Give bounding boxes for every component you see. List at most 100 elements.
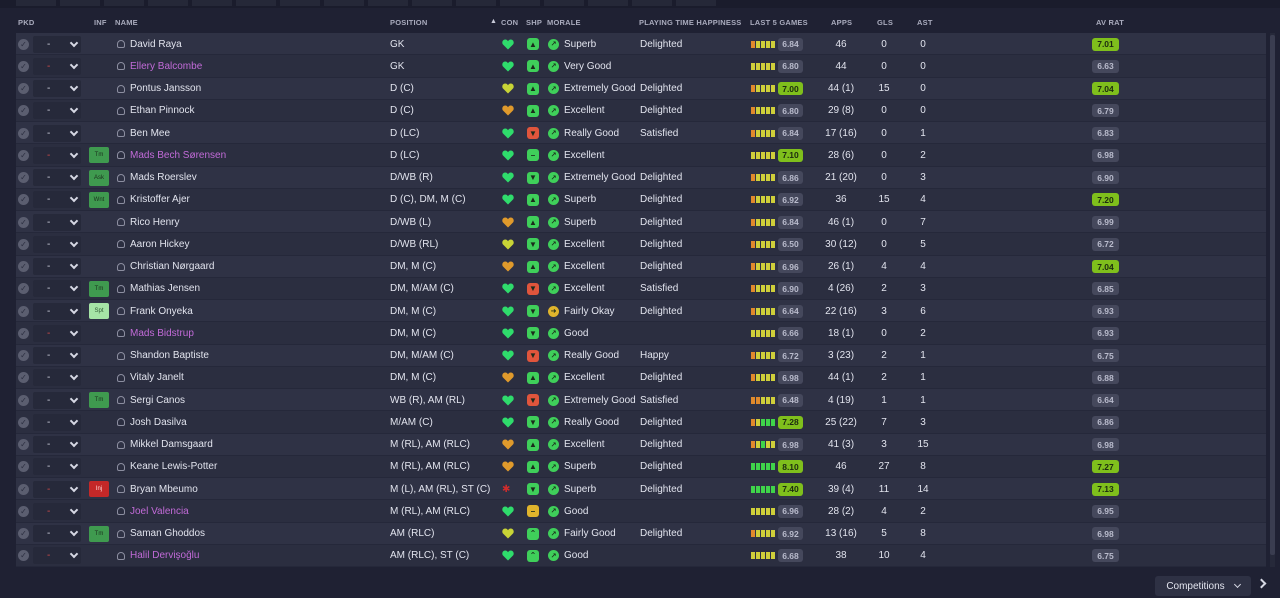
player-name-link[interactable]: Josh Dasilva <box>130 416 187 428</box>
check-circle-icon[interactable]: ✓ <box>18 172 29 183</box>
top-tab[interactable] <box>368 0 408 6</box>
pkd-selector[interactable]: - <box>33 436 81 453</box>
top-tab[interactable] <box>544 0 584 6</box>
player-name-link[interactable]: Mathias Jensen <box>130 283 201 295</box>
pkd-selector[interactable]: - <box>33 347 81 364</box>
pkd-selector[interactable]: - <box>33 35 81 53</box>
top-tab[interactable] <box>60 0 100 6</box>
top-tab[interactable] <box>456 0 496 6</box>
table-row[interactable]: ✓ - Josh Dasilva M/AM (C) ▼ ↗ Really Good Delig… <box>16 411 1266 434</box>
player-name-link[interactable]: Mads Bidstrup <box>130 327 194 339</box>
check-circle-icon[interactable]: ✓ <box>18 483 29 495</box>
check-circle-icon[interactable]: ✓ <box>18 439 29 450</box>
top-tab[interactable] <box>104 0 144 6</box>
top-tab[interactable] <box>324 0 364 6</box>
pkd-selector[interactable]: - <box>33 102 81 120</box>
player-name-link[interactable]: Ellery Balcombe <box>130 60 203 72</box>
top-tab[interactable] <box>192 0 232 6</box>
player-name-link[interactable]: Vitaly Janelt <box>130 372 184 384</box>
pkd-selector[interactable]: - <box>33 258 81 275</box>
top-tab[interactable] <box>588 0 628 6</box>
pkd-selector[interactable]: - <box>33 413 81 431</box>
table-row[interactable]: ✓ - Ask Mads Roerslev D/WB (R) ▼ ↗ Extremely Go… <box>16 166 1266 189</box>
pkd-selector[interactable]: - <box>33 525 81 542</box>
player-name-link[interactable]: Ben Mee <box>130 127 171 139</box>
check-circle-icon[interactable]: ✓ <box>18 416 29 428</box>
col-header-pkd[interactable]: PKD <box>18 18 35 27</box>
player-name-link[interactable]: Mads Bech Sørensen <box>130 149 227 161</box>
check-circle-icon[interactable]: ✓ <box>18 394 29 406</box>
check-circle-icon[interactable]: ✓ <box>18 194 29 206</box>
check-circle-icon[interactable]: ✓ <box>18 505 29 517</box>
pkd-selector[interactable]: - <box>33 324 81 342</box>
table-row[interactable]: ✓ - Wnt Kristoffer Ajer D (C), DM, M (C) ▲ ↗ Su… <box>16 189 1266 211</box>
pkd-selector[interactable]: - <box>33 547 81 565</box>
table-row[interactable]: ✓ - Spt Frank Onyeka DM, M (C) ▼ ➜ Fairly Okay D… <box>16 300 1266 323</box>
check-circle-icon[interactable]: ✓ <box>18 149 29 161</box>
player-name-link[interactable]: Keane Lewis-Potter <box>130 461 218 473</box>
player-name-link[interactable]: Joel Valencia <box>130 505 189 517</box>
pkd-selector[interactable]: - <box>33 369 81 387</box>
pkd-selector[interactable]: - <box>33 146 81 164</box>
table-row[interactable]: ✓ - Tm Saman Ghoddos AM (RLC) ⌃ ↗ Fairly Good De… <box>16 522 1266 545</box>
check-circle-icon[interactable]: ✓ <box>18 261 29 272</box>
player-name-link[interactable]: Rico Henry <box>130 216 180 228</box>
pkd-selector[interactable]: - <box>33 391 81 409</box>
table-row[interactable]: ✓ - Pontus Jansson D (C) ▲ ↗ Extremely Good Del… <box>16 77 1266 100</box>
player-name-link[interactable]: Sergi Canos <box>130 394 186 406</box>
table-row[interactable]: ✓ - Halil Dervişoğlu AM (RLC), ST (C) ⌃ ↗ Good… <box>16 545 1266 567</box>
pkd-selector[interactable]: - <box>33 57 81 75</box>
check-circle-icon[interactable]: ✓ <box>18 105 29 117</box>
check-circle-icon[interactable]: ✓ <box>18 305 29 317</box>
check-circle-icon[interactable]: ✓ <box>18 238 29 250</box>
col-header-ast[interactable]: AST <box>917 18 933 27</box>
check-circle-icon[interactable]: ✓ <box>18 283 29 295</box>
player-name-link[interactable]: Aaron Hickey <box>130 238 190 250</box>
player-name-link[interactable]: David Raya <box>130 38 182 50</box>
check-circle-icon[interactable]: ✓ <box>18 528 29 539</box>
competitions-button[interactable]: Competitions <box>1155 576 1251 596</box>
player-name-link[interactable]: Frank Onyeka <box>130 305 193 317</box>
col-header-apps[interactable]: APPS <box>831 18 853 27</box>
table-row[interactable]: ✓ - Ethan Pinnock D (C) ▲ ↗ Excellent Delighted… <box>16 100 1266 122</box>
table-row[interactable]: ✓ - Shandon Baptiste DM, M/AM (C) ▼ ↗ Really G… <box>16 344 1266 367</box>
check-circle-icon[interactable]: ✓ <box>18 550 29 562</box>
top-tab[interactable] <box>632 0 672 6</box>
player-name-link[interactable]: Christian Nørgaard <box>130 261 215 272</box>
table-row[interactable]: ✓ - Inj Bryan Mbeumo M (L), AM (RL), ST (C) ✱… <box>16 478 1266 501</box>
sort-ascending-icon[interactable]: ▲ <box>490 18 498 25</box>
top-tab[interactable] <box>148 0 188 6</box>
pkd-selector[interactable]: - <box>33 302 81 320</box>
player-name-link[interactable]: Saman Ghoddos <box>130 528 206 539</box>
top-tab[interactable] <box>676 0 716 6</box>
check-circle-icon[interactable]: ✓ <box>18 327 29 339</box>
player-name-link[interactable]: Mads Roerslev <box>130 172 197 183</box>
pkd-selector[interactable]: - <box>33 502 81 520</box>
vertical-scrollbar[interactable] <box>1270 33 1275 567</box>
check-circle-icon[interactable]: ✓ <box>18 216 29 228</box>
table-row[interactable]: ✓ - Tm Mathias Jensen DM, M/AM (C) ▼ ↗ Excellen… <box>16 278 1266 300</box>
col-header-name[interactable]: NAME <box>115 18 138 27</box>
check-circle-icon[interactable]: ✓ <box>18 127 29 139</box>
pkd-selector[interactable]: - <box>33 124 81 142</box>
scrollbar-thumb[interactable] <box>1270 35 1275 555</box>
table-row[interactable]: ✓ - Joel Valencia M (RL), AM (RLC) – ↗ Good 6.9… <box>16 500 1266 523</box>
table-row[interactable]: ✓ - Ben Mee D (LC) ▼ ↗ Really Good Satisfied 6.8… <box>16 122 1266 145</box>
table-row[interactable]: ✓ - David Raya GK ▲ ↗ Superb Delighted 6.84 46 0 0 7… <box>16 33 1266 56</box>
top-tab[interactable] <box>236 0 276 6</box>
check-circle-icon[interactable]: ✓ <box>18 350 29 361</box>
pkd-selector[interactable]: - <box>33 80 81 97</box>
player-name-link[interactable]: Mikkel Damsgaard <box>130 439 213 450</box>
pkd-selector[interactable]: - <box>33 169 81 186</box>
top-tab[interactable] <box>16 0 56 6</box>
table-row[interactable]: ✓ - Aaron Hickey D/WB (RL) ▼ ↗ Excellent Deligh… <box>16 233 1266 256</box>
chevron-right-icon[interactable] <box>1256 578 1267 589</box>
top-tab[interactable] <box>412 0 452 6</box>
pkd-selector[interactable]: - <box>33 235 81 253</box>
check-circle-icon[interactable]: ✓ <box>18 60 29 72</box>
check-circle-icon[interactable]: ✓ <box>18 83 29 94</box>
check-circle-icon[interactable]: ✓ <box>18 372 29 384</box>
top-tab[interactable] <box>500 0 540 6</box>
player-name-link[interactable]: Pontus Jansson <box>130 83 202 94</box>
table-row[interactable]: ✓ - Mads Bidstrup DM, M (C) ▼ ↗ Good 6.66 18 (1)… <box>16 322 1266 345</box>
